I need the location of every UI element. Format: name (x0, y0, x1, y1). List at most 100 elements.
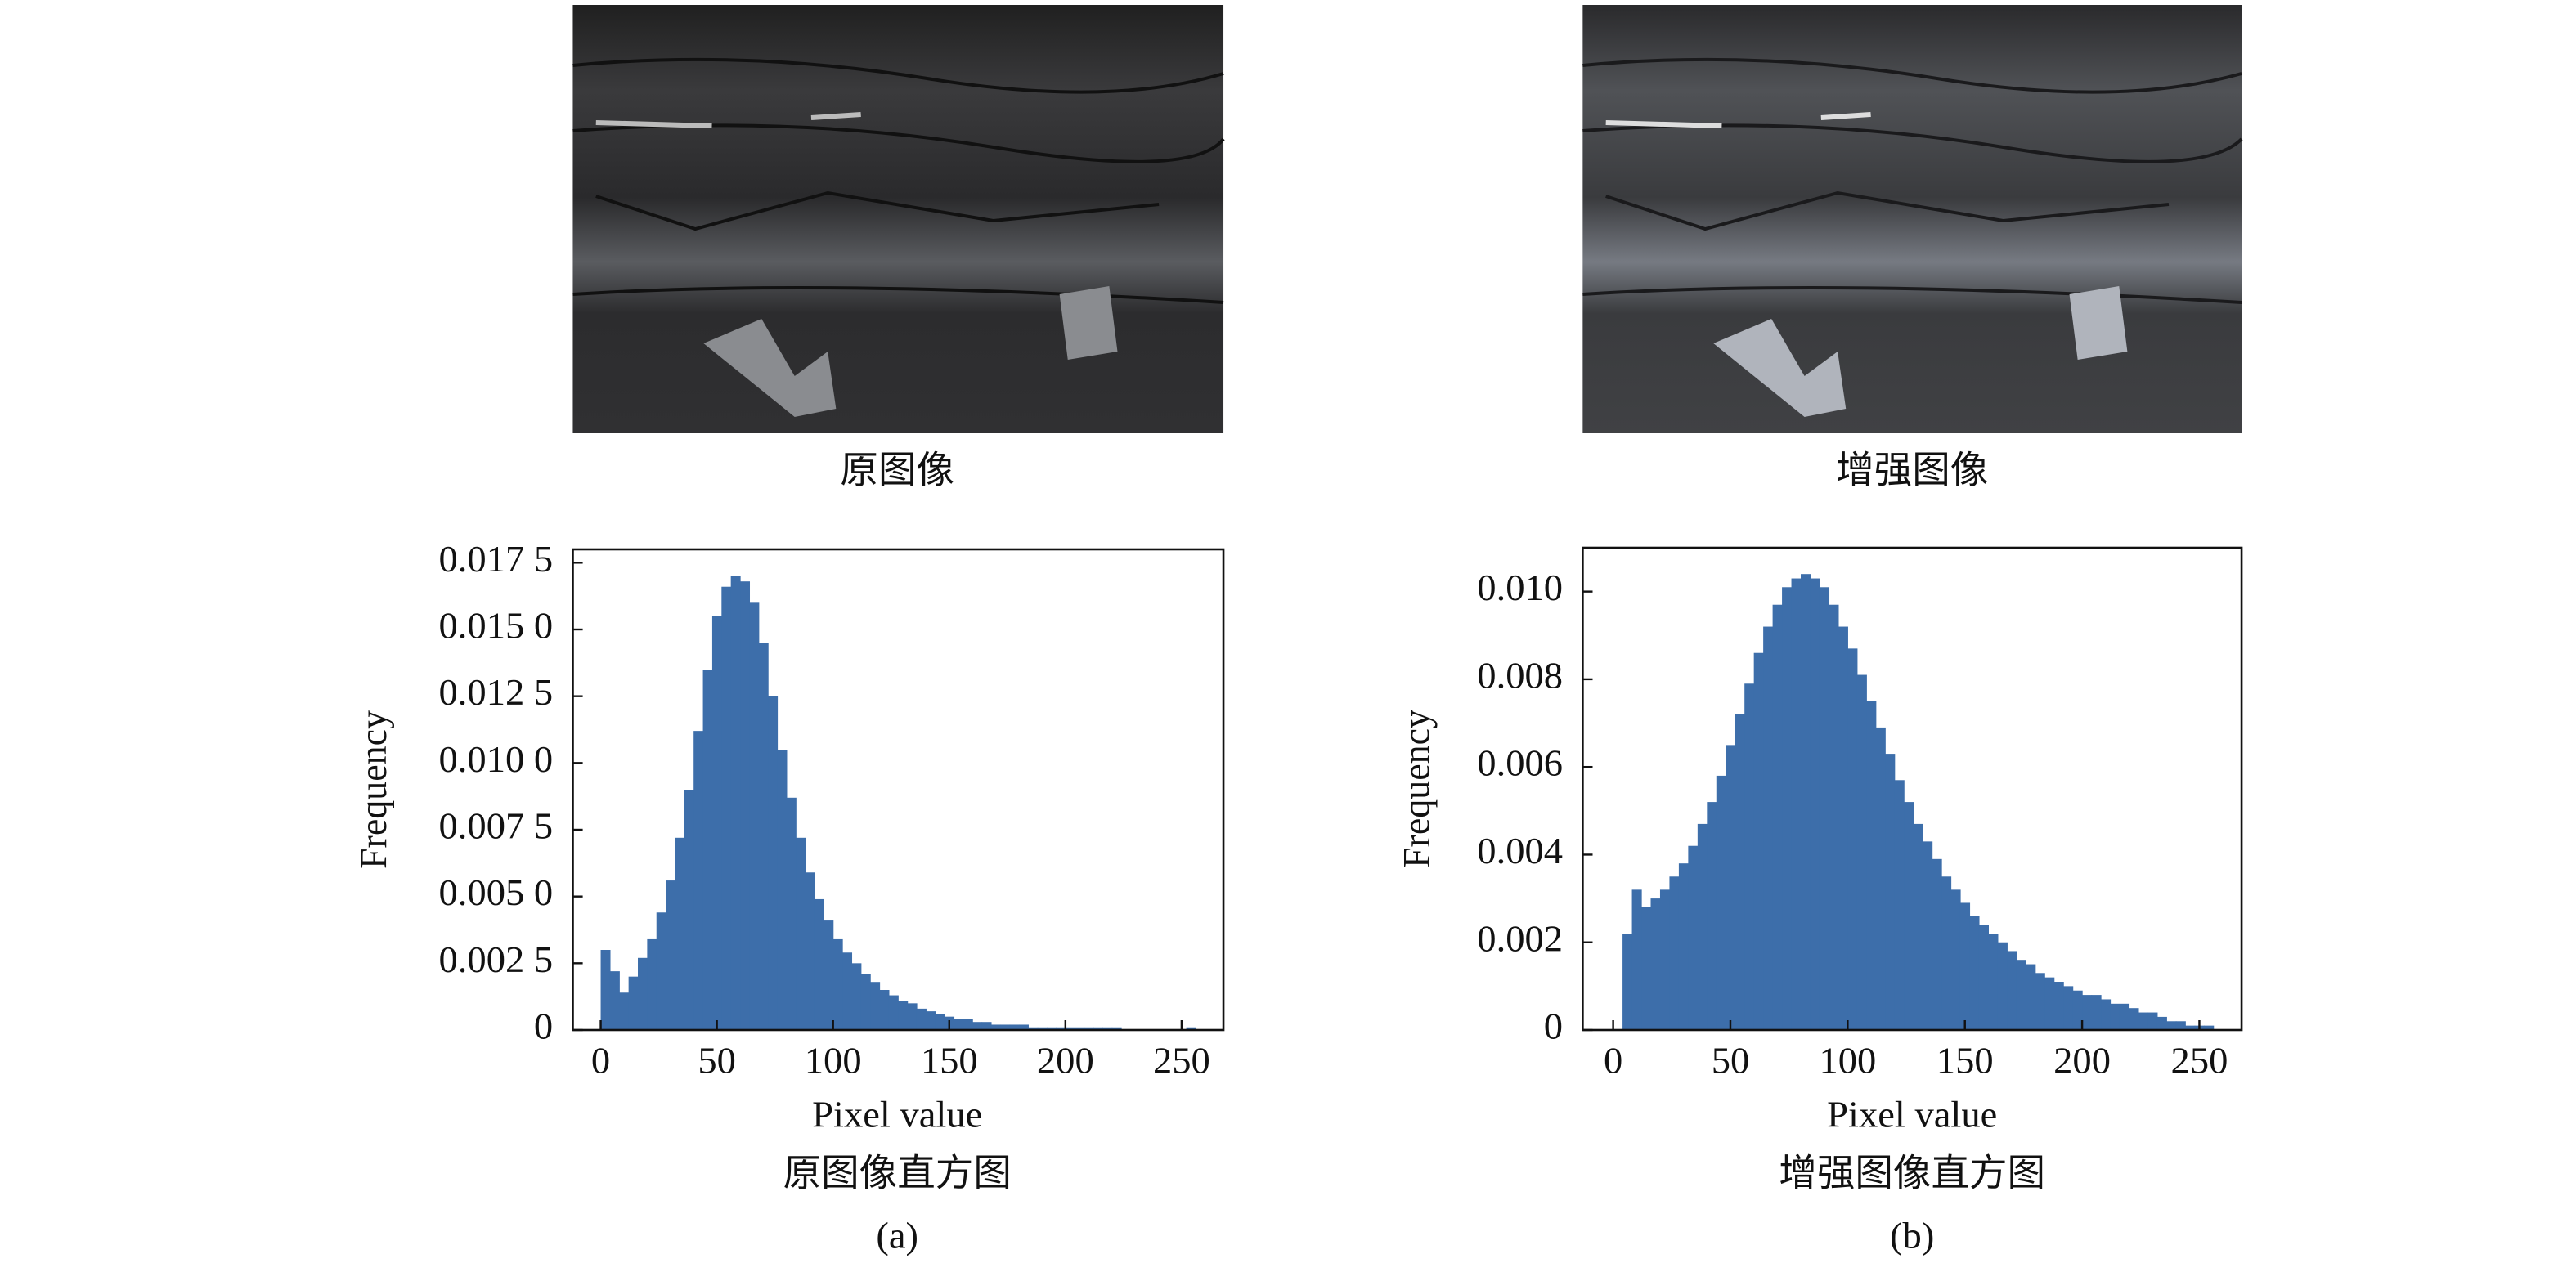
x-tick-label: 200 (2053, 1041, 2111, 1082)
histogram-bar (740, 581, 751, 1030)
histogram-bar (721, 586, 732, 1030)
histogram-bar (814, 898, 824, 1030)
x-tick-label: 0 (591, 1041, 610, 1082)
histogram-bar (1950, 889, 1961, 1030)
histogram-bar (1075, 1027, 1085, 1030)
histogram-bar (2138, 1012, 2148, 1030)
histogram-bar (1726, 745, 1736, 1030)
x-tick-label: 100 (1819, 1041, 1876, 1082)
y-tick-label: 0.010 (1477, 567, 1563, 609)
y-axis-label: Frequency (1396, 710, 1438, 868)
y-tick-label: 0 (534, 1006, 553, 1048)
histogram-bar (600, 950, 611, 1030)
histogram-bar (1782, 587, 1793, 1030)
y-tick-label: 0.015 0 (439, 606, 554, 647)
histogram-bar (1037, 1027, 1048, 1030)
image-caption: 原图像 (840, 450, 954, 492)
chart-title: 增强图像直方图 (1779, 1153, 2045, 1195)
histogram-bar (730, 576, 741, 1030)
histogram-bar (916, 1008, 927, 1030)
histogram-bar (1641, 907, 1652, 1030)
histogram-bar (1631, 889, 1642, 1030)
histogram-bar (1000, 1024, 1011, 1030)
y-tick-label: 0.002 5 (439, 939, 554, 981)
histogram-bar (2110, 1003, 2120, 1030)
y-tick-label: 0.004 (1477, 831, 1563, 872)
histogram-bar (1093, 1027, 1103, 1030)
histogram-bar (2091, 995, 2102, 1030)
histogram-bar (1856, 674, 1867, 1030)
y-tick-label: 0.007 5 (439, 806, 554, 848)
histogram-bar (2063, 986, 2074, 1030)
x-tick-label: 100 (805, 1041, 862, 1082)
histogram-bar (2156, 1016, 2167, 1030)
histogram-bar (1697, 823, 1708, 1030)
histogram-bar (1056, 1027, 1066, 1030)
panel-label: (a) (876, 1216, 918, 1257)
histogram-bar (926, 1011, 936, 1030)
histogram-bar (628, 976, 639, 1030)
y-tick-label: 0.012 5 (439, 672, 554, 714)
histogram-bar (2175, 1021, 2186, 1030)
histogram-bar (647, 938, 657, 1030)
y-tick-label: 0.008 (1477, 656, 1563, 697)
x-tick-label: 150 (1936, 1041, 1994, 1082)
histogram-bar (2204, 1025, 2215, 1030)
histogram-bar (693, 731, 704, 1030)
histogram-bar (2082, 995, 2093, 1030)
histogram-bar (768, 696, 779, 1030)
histogram-bar (1923, 841, 1933, 1030)
histogram-bar (2166, 1021, 2177, 1030)
histogram-bar (2035, 973, 2045, 1030)
histogram-bar (1102, 1027, 1113, 1030)
histogram-bar (749, 602, 760, 1030)
histogram-bar (842, 952, 853, 1030)
histogram-bar (1028, 1027, 1039, 1030)
histogram-bar (2007, 951, 2017, 1030)
histogram-bar (1801, 574, 1811, 1030)
histogram-bar (1186, 1027, 1196, 1030)
histogram-bar (1707, 802, 1717, 1030)
histogram-bar (684, 790, 694, 1030)
histogram-bar (963, 1019, 973, 1030)
y-axis-label: Frequency (353, 710, 395, 869)
image-caption: 增强图像 (1836, 450, 1988, 492)
histogram-bar (972, 1022, 983, 1030)
y-tick-label: 0 (1544, 1006, 1563, 1048)
x-tick-label: 250 (1153, 1041, 1210, 1082)
histogram-bar (1978, 925, 1990, 1030)
histogram-bar (1904, 802, 1914, 1030)
histogram-bar (1763, 626, 1774, 1030)
x-tick-label: 250 (2171, 1041, 2228, 1082)
histogram-bar (1866, 701, 1877, 1030)
histogram-bar (1772, 604, 1783, 1030)
x-tick-label: 200 (1037, 1041, 1094, 1082)
histogram-bar (1997, 942, 2008, 1030)
y-tick-label: 0.017 5 (439, 539, 554, 580)
histogram-bar (2026, 964, 2036, 1030)
histogram-bar (1913, 823, 1923, 1030)
histogram-bar (675, 837, 685, 1030)
histogram-bar (1047, 1027, 1057, 1030)
histogram-bar (656, 912, 666, 1030)
histogram-bar (1988, 934, 1999, 1030)
histogram-bar (1716, 775, 1726, 1030)
histogram-bar (935, 1014, 945, 1030)
histogram-bar (879, 990, 890, 1030)
histogram-bar (824, 920, 834, 1030)
histogram-bar (796, 837, 806, 1030)
histogram-bar (981, 1022, 992, 1030)
histogram-bar (954, 1019, 964, 1030)
histogram-bar (1829, 604, 1839, 1030)
histogram-bar (2147, 1012, 2158, 1030)
plot-frame (1582, 546, 2243, 1032)
histogram-bar (1885, 754, 1896, 1030)
plot-frame (572, 548, 1225, 1032)
histogram-bar (832, 938, 843, 1030)
histogram-bar (1838, 626, 1848, 1030)
histogram-bar (1065, 1027, 1075, 1030)
histogram-bar (1669, 876, 1680, 1030)
histogram-bar (786, 797, 797, 1030)
